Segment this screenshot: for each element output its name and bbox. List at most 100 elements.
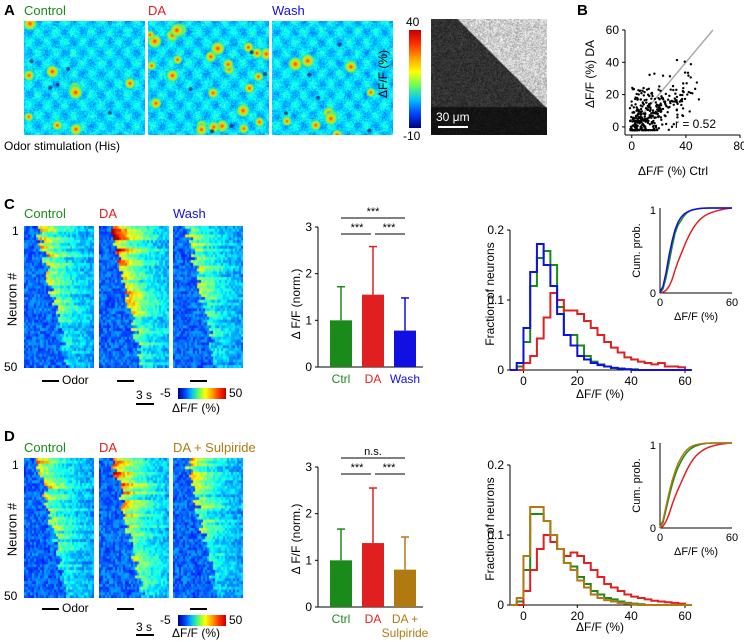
scatter-point (657, 115, 660, 119)
bar-ctrl (330, 560, 352, 607)
inset-x-label: ΔF/F (%) (674, 311, 718, 323)
scatter-point (689, 76, 692, 79)
scatter-point (646, 104, 650, 108)
scatter-point (630, 104, 633, 107)
panel-d-odor-bar-3 (190, 608, 207, 610)
sig-label-top: *** (367, 206, 381, 218)
panel-label-b: B (577, 2, 588, 19)
scatter-point (634, 119, 637, 123)
scatter-point (679, 99, 683, 102)
scatter-point (670, 99, 674, 103)
calcium-image-da (148, 21, 269, 135)
scatter-point (668, 94, 671, 98)
panel-c-cbar-min: -5 (160, 386, 171, 400)
inset-y-label: Cum. prob. (631, 223, 643, 277)
panel-c-time-bar-label: 3 s (136, 388, 153, 402)
panel-c-cbar-max: 50 (229, 386, 243, 400)
scatter-point (631, 86, 634, 90)
panel-label-d: D (4, 428, 15, 445)
panel-d-odor-bar-1 (42, 608, 59, 610)
scatter-point (683, 71, 687, 74)
scatter-point (637, 89, 640, 92)
scatter-point (634, 96, 637, 99)
bar-y-tick-label: 1 (305, 553, 312, 567)
hist-y-tick-label: 0.2 (487, 223, 504, 237)
inset-y-tick-label: 1 (650, 440, 656, 452)
inset-y-tick-label: 0 (650, 523, 656, 535)
scale-bar-label: 30 μm (436, 110, 470, 124)
scatter-point (639, 98, 642, 101)
scatter-point (666, 98, 670, 101)
panel-d-odor-label: Odor (62, 601, 89, 615)
scatter-point (675, 98, 678, 102)
scatter-point (664, 114, 667, 118)
scatter-point (641, 122, 644, 126)
panel-d-cbar-min: -5 (160, 613, 171, 627)
scatter-point (651, 94, 654, 98)
scatter-point (695, 81, 699, 84)
scatter-point (675, 95, 679, 99)
scatter-point (643, 115, 646, 118)
hist-series-da-sulpiride (510, 506, 692, 606)
scatter-point (639, 104, 642, 107)
scatter-point (666, 111, 669, 114)
scatter-point (657, 96, 660, 100)
panel-c-title-da: DA (99, 206, 118, 221)
scatter-point (642, 118, 645, 121)
scatter-point (648, 94, 651, 98)
hist-series-wash (510, 243, 692, 371)
panel-c-odor-bar-2 (117, 380, 134, 382)
scatter-point (632, 106, 636, 109)
scatter-point (676, 116, 679, 119)
panel-c-neuron-last: 50 (4, 360, 18, 374)
scatter-point (675, 108, 679, 111)
unity-line (631, 29, 714, 128)
scatter-point (659, 102, 662, 105)
scatter-point (649, 128, 653, 132)
inset-x-tick-label: 60 (726, 297, 738, 309)
scatter-point (681, 82, 685, 85)
scatter-point (671, 84, 675, 88)
scatter-point (643, 112, 647, 116)
scatter-point (650, 112, 653, 115)
scatter-point (673, 97, 677, 100)
scatter-point (649, 108, 652, 111)
panel-c-title-wash: Wash (173, 206, 206, 221)
panel-a-title-wash: Wash (272, 3, 305, 18)
scatter-point (639, 107, 643, 111)
panel-b-xlabel: ΔF/F (%) Ctrl (638, 164, 709, 178)
scatter-point (663, 102, 667, 105)
panel-b-ylabel: ΔF/F (%) DA (583, 40, 597, 109)
bar-y-tick-label: 1 (305, 313, 312, 327)
scatter-point (637, 112, 640, 115)
scatter-point (651, 114, 654, 117)
scatter-point (691, 92, 694, 95)
panel-d-neuron-axis: Neuron # (4, 502, 20, 557)
calcium-image-control (24, 21, 145, 135)
bar-category-label: Sulpiride (382, 626, 429, 640)
hist-y-tick-label: 0.2 (487, 458, 504, 472)
sig-label-left: *** (351, 462, 365, 474)
scatter-point (669, 101, 672, 105)
scatter-point (653, 72, 656, 75)
panel-c-neuron-axis: Neuron # (4, 272, 20, 327)
scatter-point (645, 98, 648, 102)
heatmap-d-da (99, 458, 169, 598)
hist-x-tick-label: 60 (678, 374, 692, 388)
scatter-point (657, 105, 661, 109)
scatter-point (661, 74, 665, 77)
bar-da (362, 543, 384, 607)
scatter-point (637, 93, 640, 96)
panel-d-bar-ylabel: Δ F/F (norm.) (289, 503, 303, 575)
scatter-plot-b: 0 40 80 0 20 40 60 (606, 23, 744, 153)
hist-series-da (510, 292, 692, 371)
scatter-point (636, 128, 639, 132)
scatter-point (638, 116, 642, 120)
panel-c-odor-bar-3 (190, 380, 207, 382)
scatter-point (641, 101, 644, 104)
scatter-point (633, 121, 637, 125)
bar-y-tick-label: 3 (305, 460, 312, 474)
scatter-point (631, 120, 634, 123)
